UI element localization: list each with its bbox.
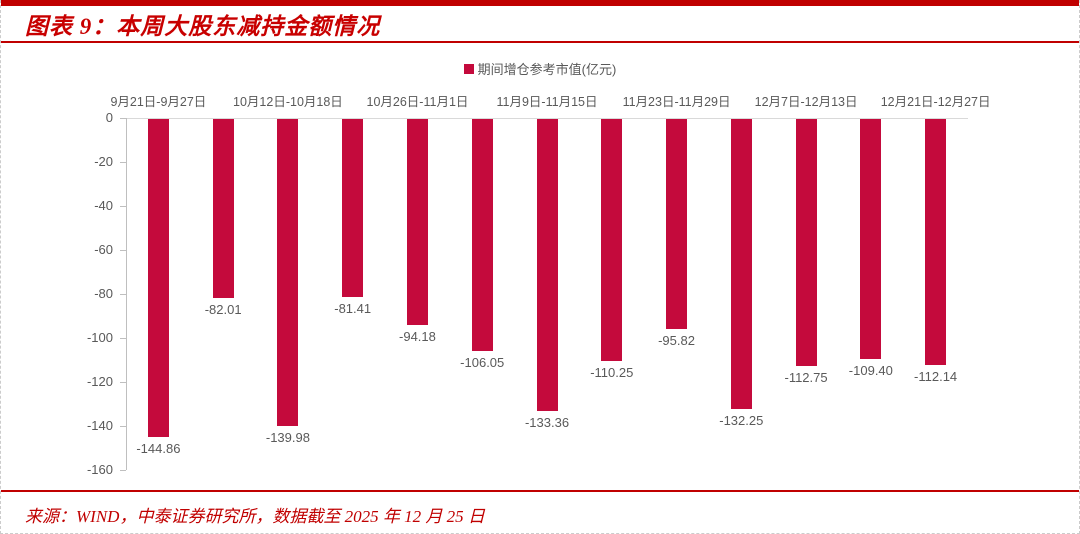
bar-value-label: -139.98 [265,429,310,445]
bar-value-label: -132.25 [719,412,764,428]
bar-value-label: -82.01 [204,302,242,318]
zero-gridline [126,118,968,119]
x-axis-label: 12月7日-12月13日 [754,95,858,109]
y-tick-label: -160 [86,462,113,477]
y-tick-label: -20 [94,154,113,169]
top-accent-bar [1,0,1079,6]
x-axis-label: 10月26日-11月1日 [366,95,469,109]
y-tick-label: -100 [86,330,113,345]
y-axis-line [126,118,127,470]
legend-label: 期间增仓参考市值(亿元) [477,62,617,77]
bar [925,119,947,365]
y-tick-mark [120,294,126,295]
bar [601,119,623,361]
bar [795,119,817,367]
x-axis-label: 12月21日-12月27日 [880,95,991,109]
bar-value-label: -95.82 [658,332,695,348]
x-axis-label: 11月23日-11月29日 [622,95,731,109]
bar [730,119,752,409]
y-tick-label: -60 [94,242,113,257]
y-tick-mark [120,162,126,163]
bar [212,119,234,299]
chart-legend: 期间增仓参考市值(亿元) [1,59,1079,78]
y-tick-mark [120,426,126,427]
y-tick-mark [120,250,126,251]
bar-value-label: -110.25 [590,364,634,380]
y-tick-label: -140 [86,418,113,433]
x-axis-label: 9月21日-9月27日 [110,95,207,109]
bar [277,119,299,426]
chart-area: 期间增仓参考市值(亿元) 0 -20 -40 -60 -80 -100 -120 -140 -1… [1,43,1079,490]
y-tick-label: -80 [94,286,113,301]
bar [471,119,493,352]
y-tick-mark [120,206,126,207]
x-axis-label: 10月12日-10月18日 [233,95,343,109]
bar-value-label: -112.14 [914,368,958,384]
figure-title: 图表 9：本周大股东减持金额情况 [25,13,381,39]
bar-value-label: -133.36 [524,415,570,431]
bar [406,119,428,326]
bar-plot: 0 -20 -40 -60 -80 -100 -120 -140 -160 -144.86 9月21… [1,43,1079,490]
x-axis-label: 11月9日-11月15日 [496,95,598,109]
bar [666,119,688,329]
y-tick-mark [120,470,126,471]
bar [860,119,882,359]
y-tick-label: -120 [86,374,113,389]
y-tick-label: 0 [105,110,113,125]
y-tick-mark [120,382,126,383]
bar-value-label: -81.41 [334,301,372,317]
bar-value-label: -94.18 [399,329,436,345]
figure-title-row: 图表 9：本周大股东减持金额情况 [1,6,1079,43]
y-tick-mark [120,118,126,119]
bar-value-label: -112.75 [784,370,828,386]
source-text: 来源：WIND，中泰证券研究所，数据截至 2025 年 12 月 25 日 [25,507,485,526]
legend-color-swatch [463,63,474,74]
bar [342,119,364,298]
bar [536,119,558,412]
bar [147,119,169,437]
source-row: 来源：WIND，中泰证券研究所，数据截至 2025 年 12 月 25 日 [1,490,1079,527]
bar-value-label: -109.40 [848,362,893,378]
y-tick-label: -40 [94,198,113,213]
bar-value-label: -144.86 [136,440,181,456]
y-tick-mark [120,338,126,339]
bar-value-label: -106.05 [460,355,505,371]
